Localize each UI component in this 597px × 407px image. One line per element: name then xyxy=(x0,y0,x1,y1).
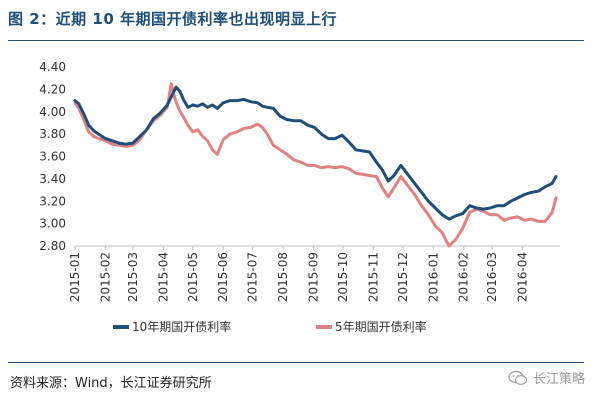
series-line xyxy=(73,85,558,221)
y-tick-label: 3.20 xyxy=(39,194,66,208)
y-tick-labels: 2.80 3.00 3.20 3.40 3.60 3.80 4.00 4.20 4.40 xyxy=(39,60,66,253)
y-tick-label: 3.60 xyxy=(39,150,66,164)
source-note: 资料来源：Wind，长江证券研究所 xyxy=(10,376,212,391)
wechat-icon xyxy=(508,370,528,385)
legend-label: 10年期国开债利率 xyxy=(132,319,231,334)
x-tick-labels: 2015-01 2015-02 2015-03 2015-04 2015-05 2015-… xyxy=(68,246,530,302)
y-tick-label: 2.80 xyxy=(39,239,66,253)
title-rule xyxy=(8,40,584,41)
x-tick-label: 2015-05 xyxy=(186,252,200,302)
watermark: 长江策略 xyxy=(508,368,585,387)
y-tick-label: 3.40 xyxy=(39,172,66,186)
x-tick-label: 2015-06 xyxy=(216,252,230,302)
x-tick-label: 2016-03 xyxy=(485,252,499,302)
series-line xyxy=(73,82,558,248)
x-tick-label: 2015-02 xyxy=(98,252,112,302)
y-tick-label: 4.00 xyxy=(39,105,66,119)
footer-rule xyxy=(8,362,584,363)
x-tick-label: 2015-08 xyxy=(276,252,290,302)
y-tick-label: 3.00 xyxy=(39,217,66,231)
x-tick-label: 2016-04 xyxy=(516,252,530,302)
x-tick-label: 2015-07 xyxy=(246,252,260,302)
legend-label: 5年期国开债利率 xyxy=(335,319,427,334)
y-tick-label: 4.20 xyxy=(39,82,66,96)
x-tick-label: 2016-02 xyxy=(457,252,471,302)
series-lines xyxy=(73,82,558,248)
watermark-text: 长江策略 xyxy=(532,372,585,387)
y-tick-label: 3.80 xyxy=(39,127,66,141)
x-tick-label: 2015-09 xyxy=(307,252,321,302)
chart-title: 图 2：近期 10 年期国开债利率也出现明显上行 xyxy=(8,10,337,28)
x-tick-label: 2016-01 xyxy=(426,252,440,302)
x-tick-label: 2015-01 xyxy=(68,252,82,302)
legend: 10年期国开债利率 5年期国开债利率 xyxy=(113,319,427,334)
y-tick-label: 4.40 xyxy=(39,60,66,74)
x-tick-label: 2015-03 xyxy=(126,252,140,302)
x-tick-label: 2015-04 xyxy=(156,252,170,302)
x-tick-label: 2015-12 xyxy=(396,252,410,302)
x-tick-label: 2015-11 xyxy=(366,252,380,302)
x-tick-label: 2015-10 xyxy=(336,252,350,302)
